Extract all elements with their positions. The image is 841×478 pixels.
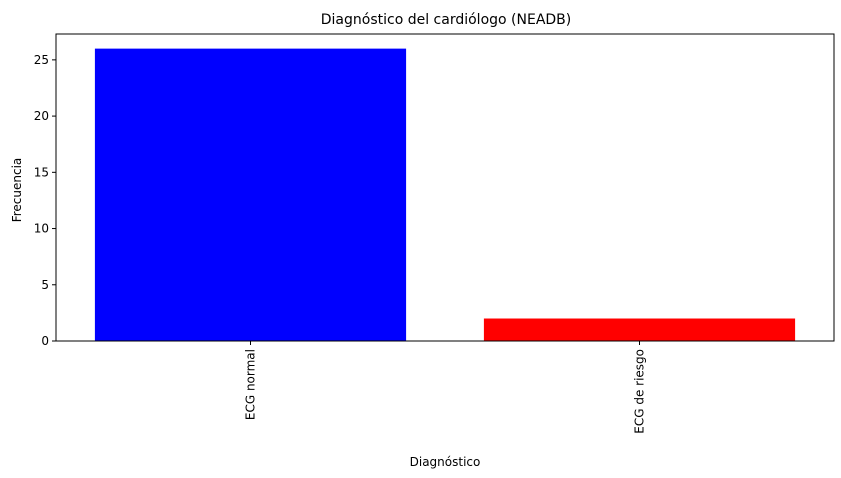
- y-tick-label: 10: [34, 222, 49, 236]
- bar-2: [483, 318, 796, 341]
- y-tick-label: 5: [41, 278, 49, 292]
- y-axis-label: Frecuencia: [10, 158, 24, 223]
- x-tick-label: ECG de riesgo: [633, 349, 647, 434]
- axes-frame: [55, 33, 835, 342]
- chart-title: Diagnóstico del cardiólogo (NEADB): [321, 12, 572, 28]
- x-tick-label: ECG normal: [244, 349, 258, 420]
- y-tick-label: 20: [34, 109, 49, 123]
- y-tick-label: 25: [34, 53, 49, 67]
- y-tick-label: 15: [34, 165, 49, 179]
- plot-area: ECG normal ECG de riesgo 0 5 10 15 20 25: [34, 33, 835, 434]
- bar-1: [94, 48, 407, 342]
- x-axis-label: Diagnóstico: [410, 455, 481, 469]
- y-tick-label: 0: [41, 334, 49, 348]
